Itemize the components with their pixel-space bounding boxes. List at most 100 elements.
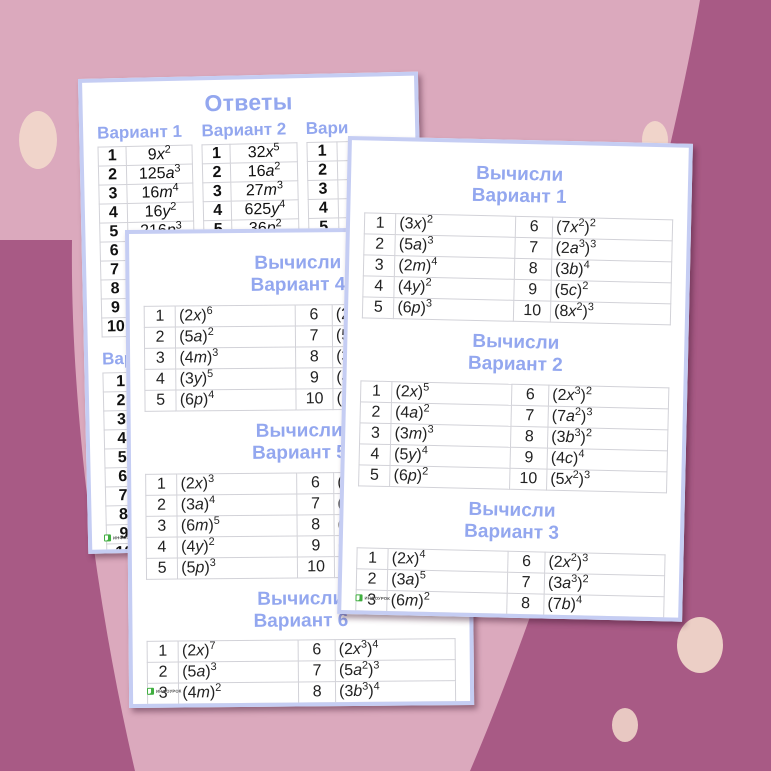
task-row-number: 10 <box>509 467 548 490</box>
infourok-logo-icon <box>146 687 155 695</box>
task-expression: (6m)2 <box>387 590 508 615</box>
task-expression: (3a)5 <box>387 569 508 594</box>
answer-row-value: 16y2 <box>127 201 194 223</box>
task-expression: (5p)3 <box>177 556 298 579</box>
table-row: 1 32x5 <box>202 141 298 164</box>
answer-row-number: 1 <box>97 146 127 167</box>
task-expression: (3b3)4 <box>335 681 456 704</box>
answer-row-number: 4 <box>99 203 128 224</box>
task-expression: (5c)2 <box>550 279 672 304</box>
task-row-number: 2 <box>144 326 176 349</box>
answer-row-number: 4 <box>307 198 339 219</box>
task-expression: (2x2)3 <box>544 552 666 577</box>
task-row-number: 8 <box>514 258 552 280</box>
task-row-number: 7 <box>507 572 545 595</box>
task-expression: (4y)2 <box>394 276 515 301</box>
task-row-number: 6 <box>298 640 336 662</box>
task-row-number: 6 <box>296 472 334 494</box>
task-row-number: 3 <box>363 254 396 277</box>
task-expression: (4y)2 <box>177 535 298 558</box>
task-row-number: 2 <box>363 233 396 256</box>
task-expression: (3x)2 <box>395 213 516 238</box>
task-expression: (5x2)3 <box>546 468 667 493</box>
task-row-number: 6 <box>511 383 549 406</box>
task-row-number: 10 <box>513 300 551 322</box>
task-row-number: 7 <box>295 325 333 347</box>
task-expression: (5a)3 <box>395 234 516 259</box>
task-row-number: 5 <box>146 557 178 579</box>
task-expression: (3a3)2 <box>544 573 665 598</box>
answer-row-value: 9x2 <box>125 144 193 166</box>
answers-column-heading: Вариант 2 <box>201 119 287 141</box>
task-row-number: 4 <box>146 536 178 558</box>
task-row-number: 1 <box>356 548 389 570</box>
tasks-table[interactable]: 1 (2x)5 6 (2x3)2 2 (4a)2 7 (7a2)3 3 (3m)3 8 (3b3)2 4… <box>358 380 669 493</box>
task-expression: (6m)5 <box>177 514 298 537</box>
tasks-sheet-body: Вычисли Вариант 1 1 (3x)2 6 (7x2)2 2 (5a)3 7 (2a3… <box>341 140 689 622</box>
answer-row-value: 625y4 <box>231 198 299 221</box>
task-row-number: 6 <box>507 551 546 574</box>
answer-row-number: 2 <box>202 163 232 183</box>
task-expression: (3b3)2 <box>547 426 668 451</box>
variant-heading: Вычисли Вариант 2 <box>361 328 671 380</box>
task-expression: (5y)4 <box>390 444 511 468</box>
tasks-table[interactable]: 1(2x)76(2x3)42(5a)37(5a2)33(4m)28(3b3)44… <box>147 639 457 708</box>
answer-row-value: 16m4 <box>126 182 194 204</box>
task-expression: (7a2)3 <box>548 405 669 430</box>
task-row-number: 7 <box>297 493 335 515</box>
task-row-number: 8 <box>506 593 545 616</box>
task-expression: (2x3)4 <box>335 639 456 662</box>
task-expression: (3m)3 <box>390 423 512 447</box>
answer-row-number: 3 <box>307 179 339 200</box>
answers-column-heading: Вариант 1 <box>96 121 183 143</box>
tasks-sheet-variants-1-3[interactable]: Вычисли Вариант 1 1 (3x)2 6 (7x2)2 2 (5a)3 7 (2a3… <box>337 136 693 622</box>
task-row-number: 1 <box>144 305 176 328</box>
task-expression: (2x)5 <box>391 381 513 405</box>
task-expression: (4m)3 <box>175 346 296 369</box>
task-row-number: 8 <box>295 346 333 368</box>
answer-row-value: 16a2 <box>230 160 298 183</box>
task-row-number: 6 <box>295 304 333 326</box>
task-row-number: 2 <box>356 569 388 591</box>
tasks-table[interactable]: 1(2x)46(2x2)32(3a)57(3a3)23(6m)28(7b)44(… <box>354 548 666 622</box>
task-expression: (6p)3 <box>393 297 515 322</box>
table-row: 2 125a3 <box>98 162 194 186</box>
task-expression: (2x)4 <box>387 548 509 573</box>
table-row: 3 16m4 <box>98 182 194 205</box>
task-row-number: 9 <box>514 279 552 301</box>
variant-heading: Вычисли Вариант 1 <box>364 160 674 212</box>
answer-row-number: 5 <box>99 222 129 243</box>
task-row-number: 5 <box>358 464 391 487</box>
tasks-table[interactable]: 1 (3x)2 6 (7x2)2 2 (5a)3 7 (2a3)3 3 (2m)4 8 (3b)4 4(… <box>362 212 673 325</box>
infourok-logo-text: ИНФОУРОК <box>156 688 182 694</box>
answer-row-number: 1 <box>202 144 231 164</box>
task-row-number: 7 <box>298 661 336 683</box>
task-expression: (8x2)3 <box>550 300 671 325</box>
answer-row-number: 1 <box>306 141 338 162</box>
infourok-logo: ИНФОУРОК <box>355 594 390 602</box>
task-row-number: 9 <box>297 535 335 557</box>
task-row-number: 5 <box>144 389 177 412</box>
answer-row-number: 2 <box>98 165 127 186</box>
task-expression: (2a3)3 <box>551 237 673 262</box>
task-row-number: 3 <box>359 422 392 445</box>
task-expression: (7x2)2 <box>552 216 673 241</box>
task-row-number: 9 <box>295 367 333 389</box>
infourok-logo: ИНФОУРОК <box>146 687 182 695</box>
task-expression: (7b)4 <box>543 594 665 619</box>
infourok-logo-icon <box>103 534 112 542</box>
task-row-number: 3 <box>144 347 177 370</box>
task-row-number: 1 <box>147 641 179 663</box>
task-row-number: 1 <box>145 473 178 495</box>
task-expression: (2x3)2 <box>548 384 669 409</box>
answer-row-value: 32x5 <box>230 141 298 164</box>
table-row: 3 (4m)2 8 (3b3)4 <box>147 681 456 705</box>
task-row-number: 7 <box>514 237 553 259</box>
table-row: 2 16a2 <box>202 160 298 183</box>
infourok-logo-icon <box>355 594 363 602</box>
task-row-number: 2 <box>145 494 178 516</box>
task-row-number: 7 <box>511 404 549 427</box>
infourok-logo-text: ИНФОУРОК <box>364 595 391 602</box>
answer-row-number: 3 <box>203 182 232 202</box>
task-row-number: 4 <box>359 443 391 466</box>
